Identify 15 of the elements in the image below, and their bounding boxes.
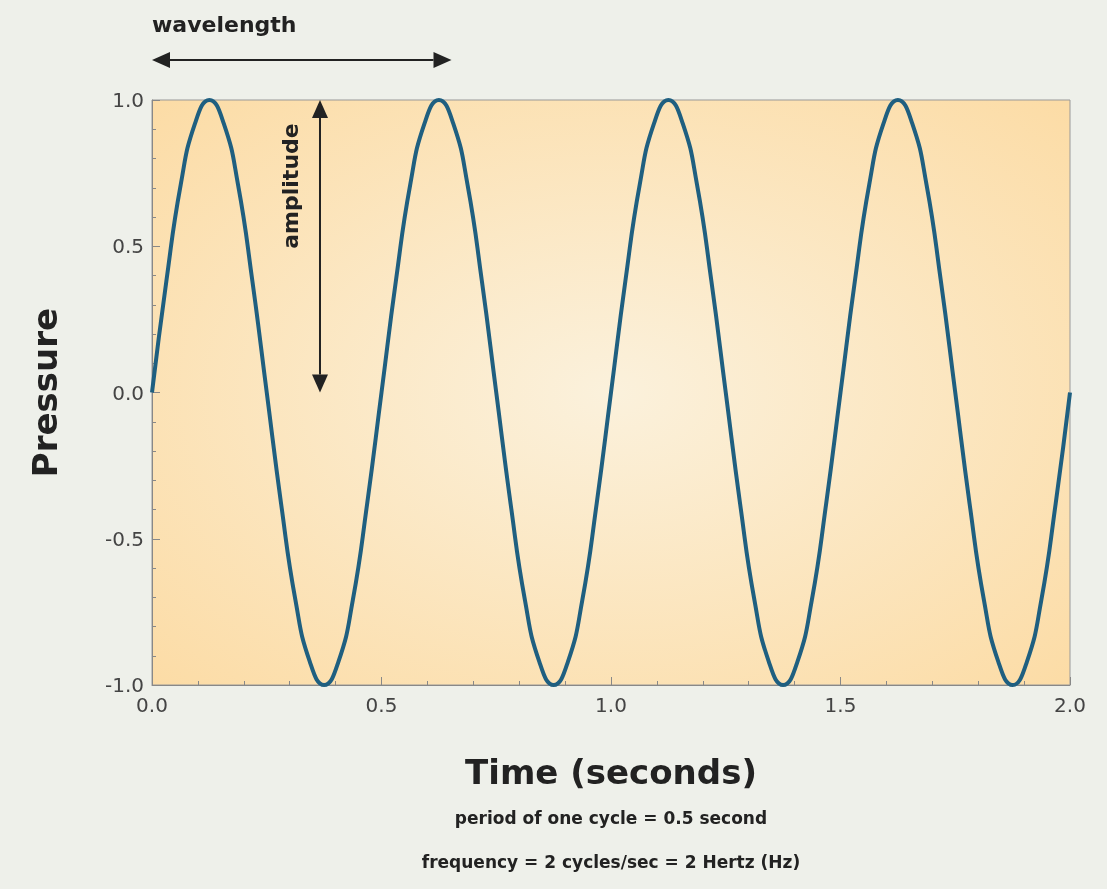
x-tick-label: 2.0 [1054, 693, 1086, 717]
y-axis-title: Pressure [25, 307, 65, 478]
y-tick-label: 1.0 [112, 88, 144, 112]
y-tick-label: -0.5 [104, 526, 144, 551]
text: frequency = 2 cycles/sec = 2 Hertz (Hz) [421, 852, 801, 872]
x-axis-title: Time (seconds) [465, 752, 757, 792]
y-tick-label: 0.0 [112, 380, 144, 405]
text: period of one cycle = 0.5 second [454, 808, 768, 828]
x-tick-label: 0.5 [365, 693, 398, 717]
y-tick-label: 0.5 [112, 234, 144, 259]
text: wavelength [152, 12, 297, 37]
x-tick-label: 1.0 [595, 693, 627, 717]
x-tick-label: 1.5 [824, 693, 857, 717]
line-series [150, 98, 1072, 687]
annotation: amplitude [277, 123, 303, 249]
